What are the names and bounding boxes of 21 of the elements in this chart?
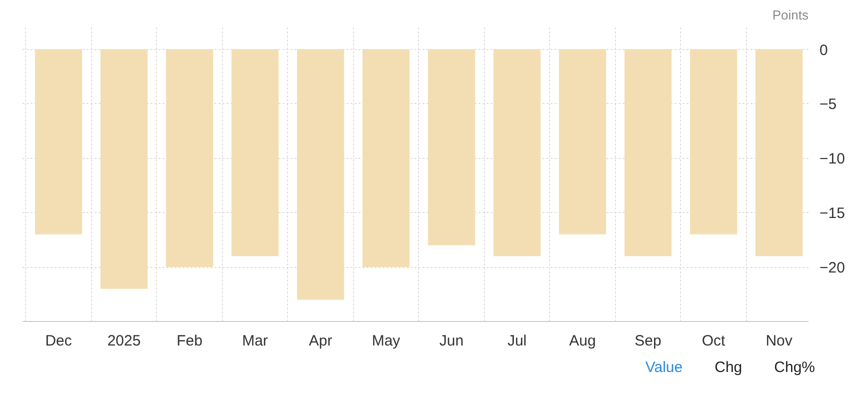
- text: Chg%: [774, 359, 815, 376]
- x-tick-label: Jun: [439, 332, 464, 350]
- y-tick-label: −20: [820, 260, 845, 277]
- x-tick-label: Dec: [45, 332, 72, 350]
- x-tick-label: Sep: [634, 332, 662, 350]
- text: Chg: [714, 359, 742, 376]
- y-tick-label: −5: [820, 96, 837, 114]
- x-tick-label: May: [372, 332, 401, 350]
- x-tick-label: Nov: [766, 332, 793, 350]
- x-tick-label: Mar: [242, 332, 268, 350]
- x-tick-label: Apr: [308, 332, 332, 350]
- y-tick-label: 0: [820, 42, 828, 59]
- y-tick-label: −10: [820, 150, 845, 168]
- text: Value: [645, 359, 683, 376]
- x-tick-label: 2025: [107, 332, 141, 350]
- y-tick-label: −15: [820, 205, 845, 222]
- y-axis-title: Points: [772, 8, 809, 22]
- x-tick-label: Oct: [702, 332, 726, 350]
- x-tick-label: Feb: [176, 332, 202, 350]
- x-tick-label: Jul: [507, 332, 527, 350]
- x-tick-label: Aug: [569, 332, 596, 350]
